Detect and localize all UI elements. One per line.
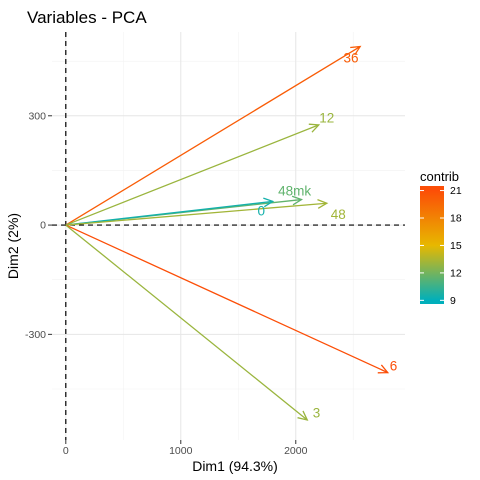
arrow-shaft [65, 224, 308, 421]
x-tick-label: 2000 [284, 445, 308, 457]
label-var-3: 3 [313, 406, 321, 421]
legend: contrib 21 18 15 12 9 [420, 169, 462, 307]
y-tick-label: 300 [28, 110, 46, 122]
y-axis-title: Dim2 (2%) [5, 213, 21, 279]
grid [52, 32, 405, 440]
y-tick-label: 0 [40, 220, 46, 232]
arrow-head [317, 199, 329, 209]
legend-tick-label: 12 [450, 267, 462, 279]
chart-title: Variables - PCA [27, 8, 147, 27]
reference-lines [52, 32, 405, 440]
label-var-0: 0 [258, 204, 266, 219]
label-var-36: 36 [343, 51, 358, 66]
x-tick-label: 1000 [169, 445, 193, 457]
arrow-head [291, 195, 304, 206]
arrow-shaft [65, 224, 389, 374]
legend-title: contrib [420, 169, 459, 184]
arrow-shaft [65, 200, 273, 226]
arrow-var-12 [65, 123, 321, 226]
arrow-var-6 [65, 224, 390, 374]
variable-arrows [65, 45, 390, 421]
label-var-12: 12 [319, 111, 334, 126]
arrow-head [297, 410, 309, 421]
arrow-shaft [65, 46, 361, 226]
arrow-var-0 [65, 197, 275, 226]
label-var-48mk: 48mk [278, 183, 311, 198]
legend-tick-label: 21 [450, 185, 462, 197]
y-tick-label: -300 [25, 329, 46, 341]
legend-tick-label: 9 [450, 295, 456, 307]
arrow-head [350, 45, 362, 56]
legend-tick-label: 15 [450, 240, 462, 252]
arrow-var-3 [65, 224, 309, 421]
arrow-head [308, 123, 321, 133]
label-var-6: 6 [390, 358, 398, 373]
arrow-shaft [65, 202, 327, 226]
label-var-48: 48 [331, 207, 346, 222]
x-axis-ticks: 0 1000 2000 [63, 440, 308, 457]
y-axis-ticks: -300 0 300 [25, 110, 52, 341]
variable-labels: 36 12 48mk 0 48 6 3 [258, 51, 398, 421]
arrow-head [263, 197, 275, 208]
x-tick-label: 0 [63, 445, 69, 457]
arrow-shaft [65, 124, 320, 226]
arrow-var-48 [65, 199, 329, 226]
legend-tick-label: 18 [450, 213, 462, 225]
x-axis-title: Dim1 (94.3%) [192, 458, 278, 474]
arrow-head [377, 364, 390, 374]
arrow-var-36 [65, 45, 362, 226]
